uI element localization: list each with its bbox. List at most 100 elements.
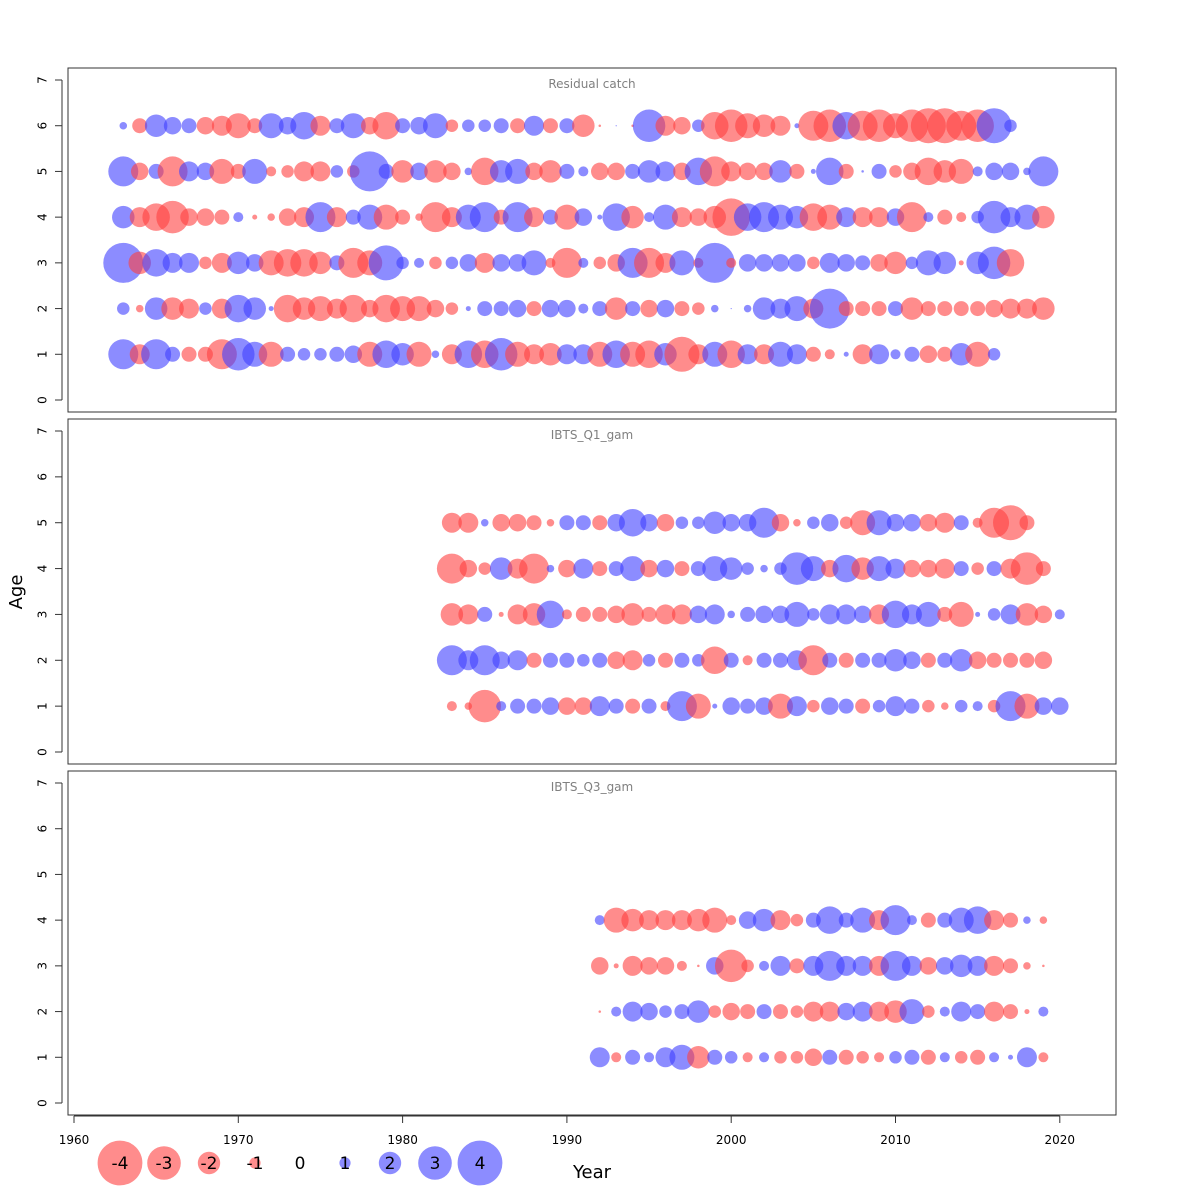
residual-point: [885, 558, 906, 579]
residual-point: [290, 111, 318, 140]
residual-point: [640, 559, 658, 578]
y-tick-label: 6: [36, 122, 50, 130]
residual-point: [855, 698, 871, 714]
residual-point: [578, 166, 589, 177]
residual-point: [953, 515, 969, 531]
residual-point: [934, 558, 955, 579]
residual-point: [179, 298, 200, 319]
residual-point: [625, 163, 641, 179]
residual-point: [242, 158, 268, 184]
residual-point: [906, 915, 917, 926]
residual-point: [674, 301, 690, 317]
residual-point: [1004, 119, 1017, 132]
residual-point: [838, 912, 854, 928]
residual-point: [329, 118, 345, 134]
residual-point: [1008, 1054, 1014, 1060]
residual-point: [821, 697, 839, 715]
x-tick-label: 1990: [552, 1133, 583, 1147]
residual-point: [735, 113, 761, 139]
residual-point: [103, 242, 144, 283]
residual-point: [559, 652, 575, 668]
residual-point: [920, 1049, 936, 1065]
residual-point: [1019, 652, 1035, 668]
residual-point: [607, 605, 625, 624]
residual-point: [800, 556, 826, 582]
residual-point: [157, 156, 188, 187]
y-tick-label: 1: [36, 350, 50, 358]
residual-point: [719, 557, 743, 580]
residual-point: [493, 118, 509, 134]
y-tick-label: 6: [36, 825, 50, 833]
residual-point: [986, 561, 1002, 577]
residual-point: [611, 1006, 622, 1017]
residual-point: [676, 960, 687, 971]
panel-title: Residual catch: [548, 77, 635, 91]
residual-point: [923, 212, 934, 223]
residual-point: [838, 1049, 854, 1065]
residual-point: [1010, 552, 1044, 585]
residual-point: [642, 654, 656, 667]
residual-point: [970, 1004, 986, 1020]
residual-point: [949, 954, 973, 978]
residual-point: [903, 559, 921, 578]
residual-point: [524, 207, 545, 228]
residual-point: [702, 907, 728, 933]
residual-point: [674, 1004, 690, 1020]
residual-point: [1024, 1009, 1030, 1015]
residual-point: [1003, 652, 1019, 668]
residual-point: [141, 339, 172, 370]
residual-point: [971, 562, 984, 575]
x-tick-label: 2010: [880, 1133, 911, 1147]
residual-point: [838, 163, 854, 179]
residual-point: [885, 696, 906, 717]
residual-point: [836, 955, 857, 976]
residual-point: [855, 652, 871, 668]
residual-point: [559, 515, 575, 531]
residual-point: [872, 699, 886, 713]
residual-point: [196, 162, 215, 181]
residual-point: [655, 161, 676, 182]
residual-point: [920, 652, 936, 668]
residual-point: [708, 1005, 722, 1018]
residual-point: [789, 163, 805, 179]
residual-point: [889, 165, 902, 178]
residual-point: [1023, 962, 1031, 970]
y-axis-title: Age: [6, 575, 27, 610]
x-tick-label: 2000: [716, 1133, 747, 1147]
y-tick-label: 2: [36, 1008, 50, 1016]
residual-point: [760, 564, 768, 573]
residual-point: [290, 249, 318, 277]
panel-frame: [67, 418, 1117, 765]
residual-point: [972, 701, 983, 712]
residual-point: [426, 299, 445, 318]
residual-point: [589, 696, 610, 717]
residual-point: [641, 606, 657, 622]
residual-point: [247, 118, 263, 134]
residual-point: [469, 202, 500, 233]
residual-point: [554, 204, 580, 230]
residual-point: [794, 123, 800, 129]
residual-point: [837, 254, 855, 272]
y-tick-label: 3: [36, 611, 50, 619]
legend-label: -2: [201, 1154, 218, 1174]
residual-point: [741, 959, 754, 973]
residual-point: [855, 301, 871, 317]
residual-point: [144, 114, 168, 137]
y-tick-label: 3: [36, 962, 50, 970]
residual-point: [771, 254, 790, 272]
residual-point: [431, 350, 440, 359]
residual-point: [822, 1049, 838, 1065]
residual-point: [267, 213, 275, 221]
residual-point: [724, 1051, 738, 1064]
residual-point: [1014, 693, 1040, 719]
residual-point: [536, 600, 565, 629]
residual-point: [727, 610, 735, 619]
residual-point: [314, 348, 327, 361]
residual-point: [1042, 964, 1045, 968]
residual-point: [933, 251, 957, 275]
residual-point: [984, 955, 1005, 976]
residual-point: [772, 1004, 788, 1020]
residual-point: [395, 209, 411, 225]
residual-point: [888, 301, 903, 317]
